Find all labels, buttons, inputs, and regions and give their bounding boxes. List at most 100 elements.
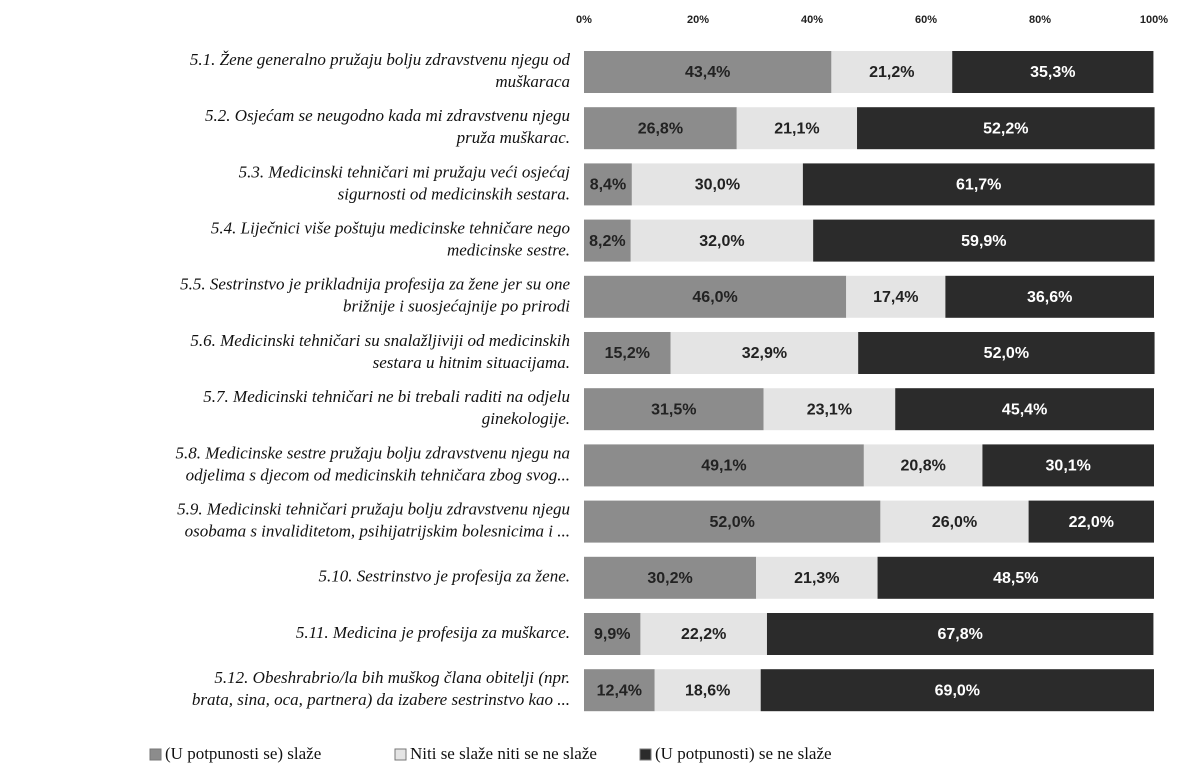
category-label: 5.11. Medicina je profesija za muškarce. xyxy=(296,623,570,642)
value-label: 22,0% xyxy=(1069,514,1114,531)
value-label: 35,3% xyxy=(1030,64,1075,81)
category-label: muškaraca xyxy=(495,72,570,91)
value-label: 21,1% xyxy=(774,120,819,137)
bar-segment xyxy=(584,275,847,318)
value-label: 45,4% xyxy=(1002,401,1047,418)
value-label: 21,3% xyxy=(794,570,839,587)
bar-segment xyxy=(857,107,1155,150)
x-tick-label: 20% xyxy=(687,14,709,26)
category-label: 5.12. Obeshrabrio/la bih muškog člana ob… xyxy=(214,668,570,687)
bar-segment xyxy=(640,613,767,655)
bar-segment xyxy=(763,388,896,431)
category-label: 5.2. Osjećam se neugodno kada mi zdravst… xyxy=(205,106,570,125)
value-label: 30,1% xyxy=(1046,458,1091,475)
bar-segment xyxy=(584,163,632,206)
bar-segment xyxy=(654,669,761,712)
category-label: pruža muškarac. xyxy=(456,128,570,147)
value-label: 26,0% xyxy=(932,514,977,531)
bar-segment xyxy=(1028,500,1154,543)
category-label: sigurnosti od medicinskih sestara. xyxy=(338,184,570,203)
value-label: 26,8% xyxy=(638,120,683,137)
value-label: 69,0% xyxy=(935,682,980,699)
bar-segment xyxy=(584,613,641,655)
bar-segment xyxy=(802,163,1155,206)
bar-segment xyxy=(846,275,946,318)
value-label: 30,0% xyxy=(695,177,740,194)
value-label: 21,2% xyxy=(869,64,914,81)
value-label: 61,7% xyxy=(956,177,1001,194)
x-tick-label: 60% xyxy=(915,14,937,26)
value-label: 67,8% xyxy=(938,626,983,643)
x-tick-label: 40% xyxy=(801,14,823,26)
category-label: sestara u hitnim situacijama. xyxy=(373,353,570,372)
legend-label: (U potpunosti se) slaže xyxy=(165,744,321,763)
value-label: 18,6% xyxy=(685,682,730,699)
bar-segment xyxy=(630,219,814,262)
bar-segment xyxy=(877,556,1154,599)
value-label: 52,0% xyxy=(710,514,755,531)
bar-segment xyxy=(895,388,1154,431)
category-label: medicinske sestre. xyxy=(447,241,570,260)
category-label: ginekologije. xyxy=(482,409,570,428)
bar-segment xyxy=(584,500,881,543)
bar-segment xyxy=(584,51,832,93)
bar-segment xyxy=(584,219,631,262)
legend-swatch xyxy=(394,748,407,761)
category-label: brižnije i suosjećajnije po prirodi xyxy=(343,297,570,316)
legend-swatch xyxy=(639,748,652,761)
category-label: 5.3. Medicinski tehničari mi pružaju već… xyxy=(239,162,571,181)
value-label: 12,4% xyxy=(597,682,642,699)
value-label: 49,1% xyxy=(701,458,746,475)
value-label: 52,0% xyxy=(984,345,1029,362)
legend-label: Niti se slaže niti se ne slaže xyxy=(410,744,597,763)
bar-segment xyxy=(831,51,953,93)
value-label: 46,0% xyxy=(692,289,737,306)
bar-segment xyxy=(584,669,655,712)
value-label: 52,2% xyxy=(983,120,1028,137)
value-label: 22,2% xyxy=(681,626,726,643)
bar-segment xyxy=(670,332,859,374)
bar-segment xyxy=(766,613,1154,655)
category-label: 5.5. Sestrinstvo je prikladnija profesij… xyxy=(180,275,570,294)
bar-segment xyxy=(760,669,1154,712)
bar-segment xyxy=(858,332,1155,374)
bar-segment xyxy=(584,388,764,431)
value-label: 36,6% xyxy=(1027,289,1072,306)
x-tick-label: 0% xyxy=(576,14,592,26)
value-label: 8,4% xyxy=(590,177,626,194)
value-label: 30,2% xyxy=(647,570,692,587)
bar-segment xyxy=(982,444,1154,487)
value-label: 48,5% xyxy=(993,570,1038,587)
value-label: 9,9% xyxy=(594,626,630,643)
bar-segment xyxy=(736,107,858,150)
bar-segment xyxy=(584,332,671,374)
category-label: osobama s invaliditetom, psihijatrijskim… xyxy=(185,522,570,541)
value-label: 32,0% xyxy=(699,233,744,250)
bar-segment xyxy=(952,51,1154,93)
bar-segment xyxy=(813,219,1155,262)
category-label: 5.9. Medicinski tehničari pružaju bolju … xyxy=(177,500,570,519)
bar-segment xyxy=(880,500,1029,543)
category-label: 5.7. Medicinski tehničari ne bi trebali … xyxy=(203,387,570,406)
value-label: 31,5% xyxy=(651,401,696,418)
category-label: 5.1. Žene generalno pružaju bolju zdravs… xyxy=(190,50,571,69)
x-tick-label: 80% xyxy=(1029,14,1051,26)
value-label: 59,9% xyxy=(961,233,1006,250)
bar-segment xyxy=(945,275,1154,318)
category-label: odjelima s djecom od medicinskih tehniča… xyxy=(186,465,570,484)
bar-segment xyxy=(756,556,878,599)
x-tick-label: 100% xyxy=(1140,14,1168,26)
category-label: 5.8. Medicinske sestre pružaju bolju zdr… xyxy=(175,443,570,462)
value-label: 17,4% xyxy=(873,289,918,306)
category-label: 5.4. Liječnici više poštuju medicinske t… xyxy=(211,219,570,238)
value-label: 23,1% xyxy=(807,401,852,418)
bar-segment xyxy=(584,444,864,487)
bar-segment xyxy=(863,444,983,487)
category-label: 5.6. Medicinski tehničari su snalažljivi… xyxy=(190,331,570,350)
bar-segment xyxy=(584,107,737,150)
bar-segment xyxy=(584,556,757,599)
bar-segment xyxy=(631,163,803,206)
value-label: 43,4% xyxy=(685,64,730,81)
legend-swatch xyxy=(149,748,162,761)
